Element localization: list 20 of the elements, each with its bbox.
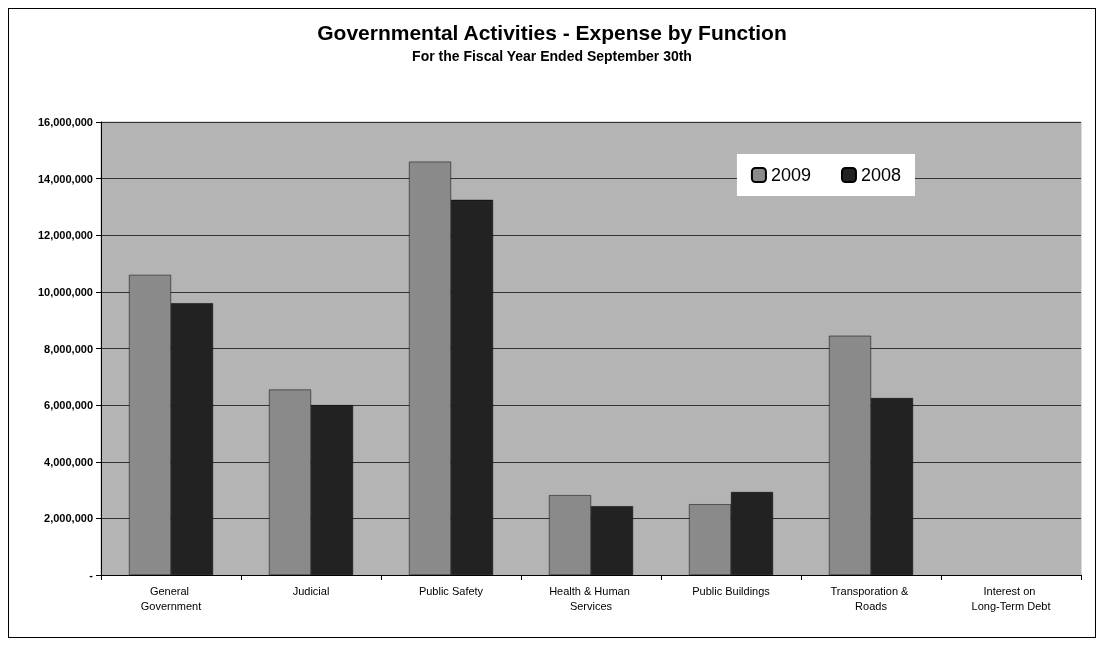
y-tick-label: 4,000,000 bbox=[44, 455, 93, 468]
x-tick-label: Public Safety bbox=[418, 584, 484, 597]
x-tick-label: Public Buildings bbox=[692, 584, 771, 597]
legend-label: 2008 bbox=[860, 165, 901, 185]
y-tick-label: 16,000,000 bbox=[37, 116, 93, 128]
y-tick-label: 2,000,000 bbox=[44, 512, 93, 525]
y-tick-label: 12,000,000 bbox=[37, 229, 93, 242]
legend-label: 2009 bbox=[770, 165, 811, 185]
x-tick-label: Health & Human Services bbox=[549, 584, 633, 612]
y-tick-label: 14,000,000 bbox=[37, 172, 93, 185]
x-tick-label: Transporation & Roads bbox=[830, 584, 912, 612]
chart-subtitle: For the Fiscal Year Ended September 30th bbox=[412, 48, 692, 64]
y-tick-label: 8,000,000 bbox=[44, 342, 93, 355]
chart-title: Governmental Activities - Expense by Function bbox=[317, 21, 787, 44]
y-tick-label: 6,000,000 bbox=[44, 399, 93, 412]
x-tick-label: Judicial bbox=[292, 584, 330, 597]
x-tick-label: Interest on Long-Term Debt bbox=[971, 584, 1051, 612]
x-tick-label: General Government bbox=[140, 584, 202, 612]
y-tick-label: 10,000,000 bbox=[37, 285, 93, 298]
y-tick-label: - bbox=[89, 569, 94, 581]
